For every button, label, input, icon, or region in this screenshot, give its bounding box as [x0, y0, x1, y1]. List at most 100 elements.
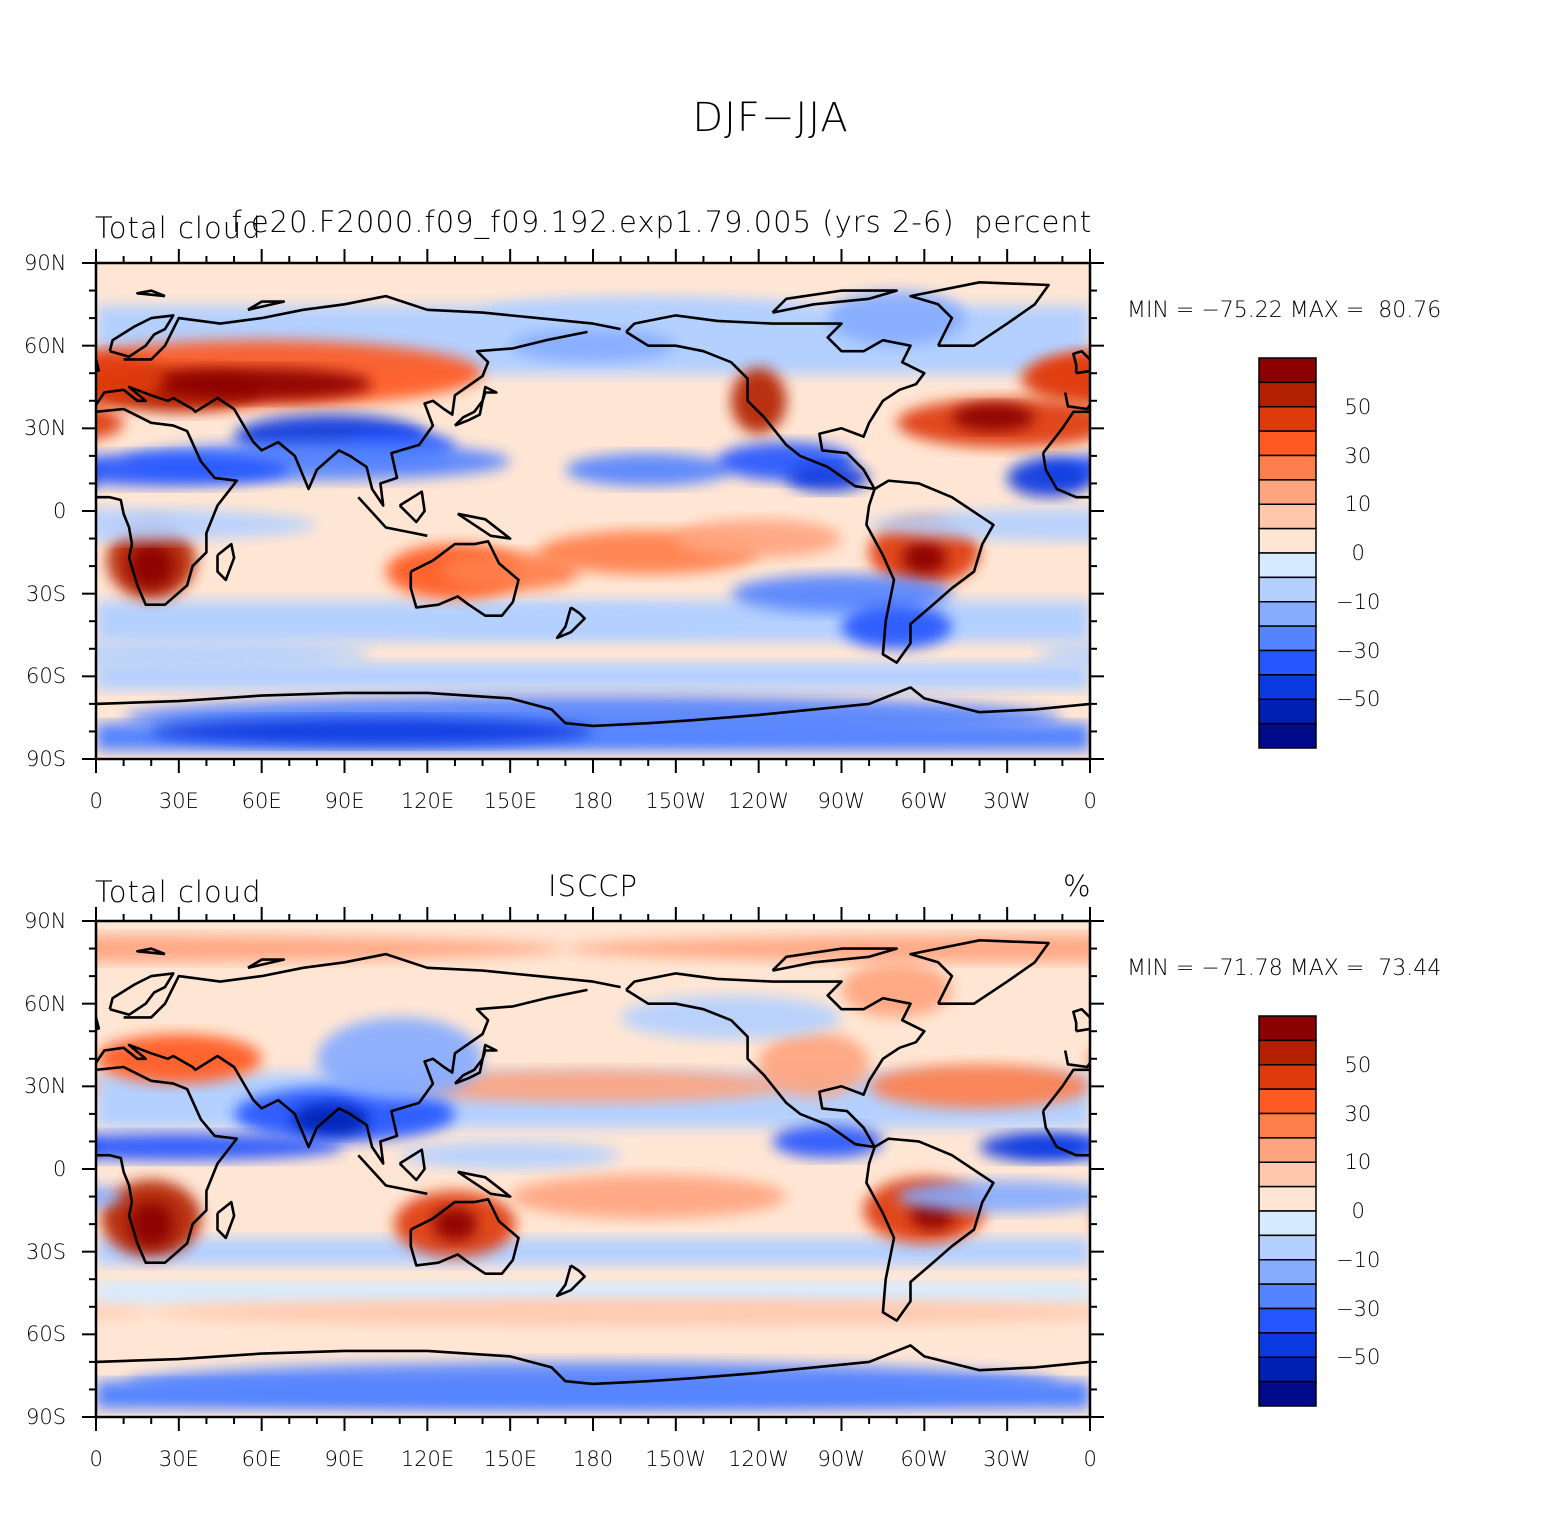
field-anomaly	[1118, 1362, 1541, 1406]
x-tick-label: 90E	[324, 1447, 365, 1471]
colorbar	[1258, 1015, 1317, 1407]
field-anomaly	[1020, 353, 1090, 404]
field-anomaly	[96, 1305, 152, 1319]
field-anomaly	[1096, 1180, 1195, 1257]
coastline	[247, 958, 286, 970]
colorbar-label: 10	[1344, 492, 1372, 517]
colorbar-label: 50	[1344, 394, 1372, 419]
coastline	[1072, 349, 1090, 375]
x-tick-label: 0	[1083, 1447, 1097, 1471]
colorbar-swatch	[1258, 1356, 1317, 1383]
coastline	[136, 947, 166, 956]
colorbar-swatch	[1258, 722, 1317, 749]
coastline	[456, 1170, 512, 1198]
y-tick-label: 90S	[26, 747, 67, 771]
field-anomaly	[675, 519, 842, 558]
colorbar-label: 0	[1351, 541, 1365, 565]
field-anomaly	[1532, 530, 1541, 574]
field-anomaly	[951, 403, 1035, 432]
x-tick-label: 30E	[158, 789, 199, 813]
field-anomaly	[96, 453, 290, 487]
colorbar	[1258, 357, 1317, 749]
y-tick-label: 60S	[26, 1322, 67, 1347]
panel-left-label: Total cloud	[95, 875, 262, 909]
colorbar-swatch	[1258, 479, 1317, 505]
colorbar-swatch	[1258, 1039, 1317, 1066]
colorbar-swatch	[1258, 698, 1317, 725]
colorbar-swatch	[1258, 1088, 1317, 1115]
colorbar-swatch	[1258, 674, 1317, 700]
field-anomaly	[731, 574, 952, 613]
coastline	[123, 952, 621, 1019]
field-anomaly	[1311, 1017, 1477, 1100]
field-anomaly	[13, 459, 96, 498]
colorbar-label: 30	[1344, 1101, 1372, 1126]
x-tick-label: 0	[1083, 789, 1097, 813]
field-anomaly	[902, 541, 947, 575]
x-tick-label: 120E	[400, 1447, 455, 1471]
coastline	[216, 542, 236, 582]
field-anomaly	[1388, 1191, 1509, 1257]
coastline	[96, 1344, 1090, 1386]
x-tick-label: 180	[573, 789, 614, 813]
y-tick-label: 60S	[26, 664, 67, 689]
field-anomaly	[1090, 1034, 1256, 1084]
colorbar-swatch	[1258, 1283, 1317, 1310]
coastline	[865, 1137, 995, 1322]
y-tick-label: 90N	[24, 251, 67, 275]
panel-right-label: %	[1063, 869, 1092, 903]
field-anomaly	[1123, 544, 1167, 588]
y-tick-label: 0	[53, 499, 67, 523]
field-anomaly	[565, 453, 732, 487]
colorbar-swatch	[1258, 1332, 1317, 1358]
y-tick-label: 90N	[24, 909, 67, 933]
map-panel-2	[0, 907, 1541, 1431]
colorbar-label: 0	[1351, 1199, 1365, 1223]
field-anomaly	[869, 1064, 1090, 1109]
field-anomaly	[1477, 296, 1541, 329]
colorbar-swatch	[1258, 503, 1317, 530]
field-anomaly	[1228, 415, 1421, 459]
colorbar-swatch	[1258, 1161, 1317, 1188]
colorbar-label: −50	[1336, 1345, 1381, 1370]
coastline	[96, 1065, 239, 1264]
coastline	[398, 1148, 426, 1182]
min-max-readout: MIN = −75.22 MAX = 80.76	[1127, 297, 1442, 323]
panel-center-label: ISCCP	[548, 869, 638, 903]
colorbar-label: −10	[1336, 1247, 1381, 1272]
field-anomaly	[1007, 458, 1090, 498]
colorbar-swatch	[1258, 406, 1317, 432]
x-tick-label: 120E	[400, 789, 455, 813]
coastline	[1072, 1007, 1090, 1033]
panel-right-label: percent	[974, 205, 1093, 239]
y-tick-label: 30S	[26, 581, 67, 606]
y-tick-label: 60N	[24, 333, 67, 358]
field-anomaly	[772, 1124, 883, 1158]
x-tick-label: 90W	[817, 789, 866, 813]
coastlines	[96, 939, 1090, 1386]
colorbar-swatch	[1258, 527, 1317, 554]
field-anomaly	[0, 1133, 96, 1161]
coastline	[625, 314, 926, 491]
panel-center-label: f.e20.F2000.f09_f09.192.exp1.79.005 (yrs…	[231, 205, 955, 239]
field-anomaly	[620, 995, 842, 1040]
colorbar-swatch	[1258, 1210, 1317, 1237]
field-anomaly	[0, 696, 68, 740]
field-anomaly	[96, 508, 317, 542]
coastline	[216, 1200, 236, 1240]
coastline	[909, 281, 1050, 347]
field-anomaly	[827, 290, 966, 346]
y-tick-label: 60N	[24, 991, 67, 1016]
field-anomaly	[786, 464, 870, 492]
colorbar-swatch	[1258, 381, 1317, 408]
field-anomaly	[399, 607, 732, 635]
coastline	[409, 1198, 520, 1275]
field-anomaly	[1380, 544, 1518, 599]
field-anomaly	[1394, 607, 1541, 635]
coastline	[771, 289, 898, 314]
x-tick-label: 30W	[983, 1447, 1031, 1471]
x-tick-label: 60W	[900, 1447, 948, 1471]
field-anomaly	[151, 717, 593, 746]
